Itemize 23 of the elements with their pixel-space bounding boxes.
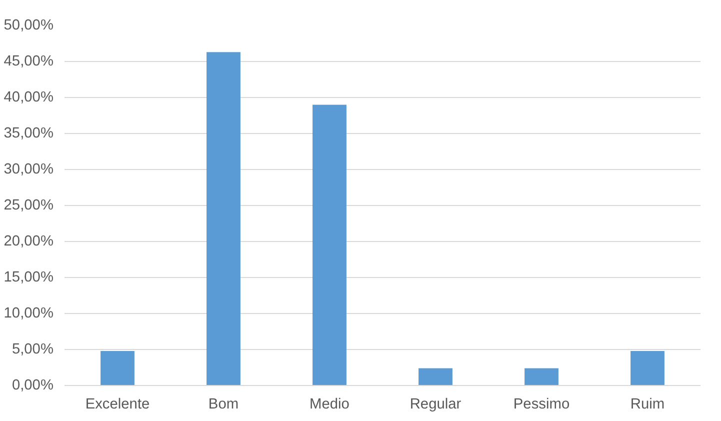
y-tick-label: 45,00% xyxy=(4,54,54,70)
y-tick-label: 20,00% xyxy=(4,234,54,250)
y-tick-label: 5,00% xyxy=(12,342,54,358)
x-tick-label: Regular xyxy=(410,396,462,412)
x-tick-label: Excelente xyxy=(85,396,150,412)
x-tick-label: Ruim xyxy=(630,396,665,412)
y-tick-label: 40,00% xyxy=(4,90,54,106)
y-tick-label: 0,00% xyxy=(12,378,54,394)
bar xyxy=(206,52,240,386)
y-tick-label: 35,00% xyxy=(4,126,54,142)
x-tick-label: Medio xyxy=(310,396,350,412)
y-tick-label: 10,00% xyxy=(4,306,54,322)
bar xyxy=(524,368,558,386)
bar xyxy=(100,350,134,386)
bar xyxy=(312,104,346,386)
x-tick-label: Bom xyxy=(208,396,239,412)
y-tick-label: 50,00% xyxy=(4,18,54,34)
y-tick-label: 15,00% xyxy=(4,270,54,286)
bar xyxy=(630,350,664,386)
y-tick-label: 25,00% xyxy=(4,198,54,214)
x-tick-label: Pessimo xyxy=(513,396,570,412)
y-tick-label: 30,00% xyxy=(4,162,54,178)
bar xyxy=(418,368,452,386)
